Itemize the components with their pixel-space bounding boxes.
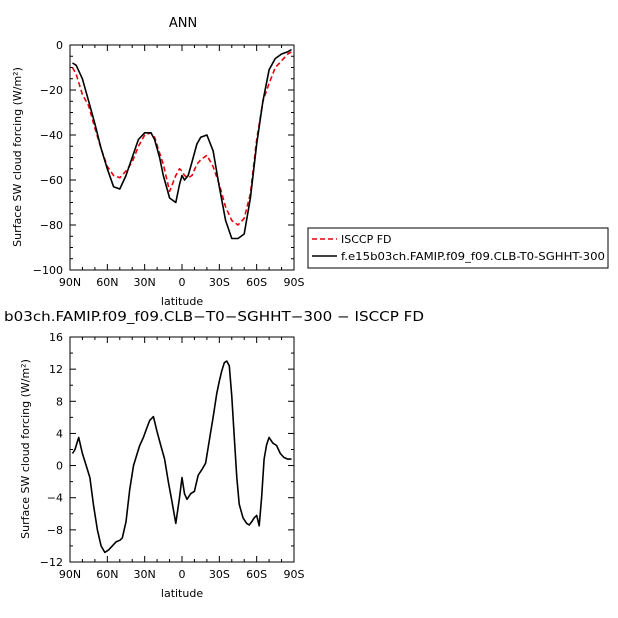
top-y-axis-label: Surface SW cloud forcing (W/m²) [11, 67, 24, 247]
top-ytick-label: −100 [33, 264, 63, 277]
bottom-series-lines [71, 360, 292, 554]
top-xtick-label: 90S [284, 276, 305, 289]
top-xtick-label: 60N [96, 276, 118, 289]
bottom-xtick-label: 0 [179, 568, 186, 581]
bottom-ytick-label: 16 [49, 331, 63, 344]
top-xtick-label: 90N [59, 276, 81, 289]
bottom-x-axis-label: latitude [161, 587, 203, 600]
top-series-line-2 [72, 48, 292, 240]
legend: ISCCP FD f.e15b03ch.FAMIP.f09_f09.CLB-T0… [307, 227, 609, 269]
top-xtick-label: 0 [179, 276, 186, 289]
bottom-xtick-label: 90S [284, 568, 305, 581]
legend-box [307, 227, 609, 269]
top-ytick-label: −20 [40, 84, 63, 97]
bottom-xtick-label: 30N [134, 568, 156, 581]
bottom-series-line-1 [71, 360, 292, 554]
bottom-ytick-label: −12 [40, 556, 63, 569]
bottom-xtick-label: 90N [59, 568, 81, 581]
top-x-axis-label: latitude [161, 295, 203, 308]
top-series-line-1 [71, 51, 292, 226]
bottom-ytick-label: 4 [56, 427, 63, 440]
top-series-lines [71, 48, 292, 240]
top-title: ANN [169, 16, 197, 31]
top-xtick-label: 30S [209, 276, 230, 289]
top-xtick-label: 60S [246, 276, 267, 289]
top-ytick-label: 0 [56, 39, 63, 52]
bottom-xtick-label: 30S [209, 568, 230, 581]
top-ytick-label: −40 [40, 129, 63, 142]
top-plot-frame [69, 44, 295, 271]
bottom-y-axis-label: Surface SW cloud forcing (W/m²) [19, 359, 32, 539]
bottom-panel: b03ch.FAMIP.f09_f09.CLB−T0−SGHHT−300 − I… [4, 310, 424, 600]
bottom-ytick-label: 12 [49, 363, 63, 376]
legend-label-isccp: ISCCP FD [341, 233, 392, 246]
bottom-ytick-label: −4 [47, 492, 63, 505]
legend-label-model: f.e15b03ch.FAMIP.f09_f09.CLB-T0-SGHHT-30… [341, 251, 605, 263]
bottom-ytick-label: 8 [56, 395, 63, 408]
bottom-ytick-label: 0 [56, 460, 63, 473]
bottom-ytick-label: −8 [47, 524, 63, 537]
bottom-title: b03ch.FAMIP.f09_f09.CLB−T0−SGHHT−300 − I… [4, 310, 424, 325]
top-xtick-label: 30N [134, 276, 156, 289]
top-ytick-label: −80 [40, 219, 63, 232]
top-ytick-label: −60 [40, 174, 63, 187]
bottom-plot-frame [69, 336, 295, 563]
bottom-xtick-label: 60N [96, 568, 118, 581]
top-panel: ANN Surface SW cloud forcing (W/m²) lati… [11, 16, 305, 308]
bottom-xtick-label: 60S [246, 568, 267, 581]
